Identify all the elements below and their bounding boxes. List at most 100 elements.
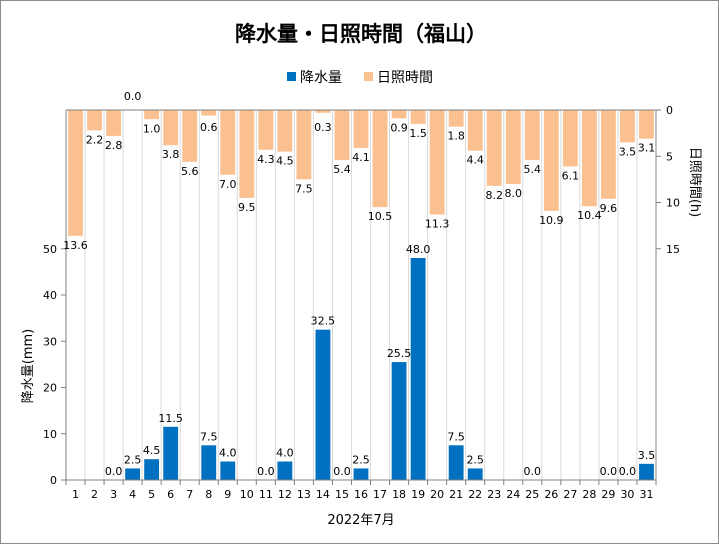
rain-data-label: 0.0 <box>600 465 618 478</box>
x-tick-label: 26 <box>544 488 558 501</box>
sun-bar <box>410 110 426 124</box>
sun-bar <box>106 110 122 136</box>
rain-bars <box>125 258 654 480</box>
sun-data-label: 8.0 <box>505 187 523 200</box>
sun-bar <box>163 110 179 146</box>
rain-data-label: 4.0 <box>276 447 294 460</box>
x-tick-label: 7 <box>186 488 193 501</box>
x-tick-label: 17 <box>373 488 387 501</box>
sun-data-label: 6.1 <box>562 169 580 182</box>
sun-data-label: 9.6 <box>600 202 618 215</box>
sun-data-label: 0.3 <box>314 121 332 134</box>
sun-bar <box>620 110 635 143</box>
axes: 1 2 3 4 5 6 7 8 9 10 11 12 13 14 15 16 17 18 19 20 21 22 23 24 2… <box>43 104 680 501</box>
sun-data-label: 3.1 <box>638 142 656 155</box>
rain-bar <box>125 468 141 480</box>
x-tick-label: 27 <box>563 488 577 501</box>
gridlines <box>84 110 638 480</box>
sun-bar <box>429 110 445 215</box>
sun-bar <box>353 110 369 148</box>
sun-bar <box>391 110 407 119</box>
x-tick-label: 12 <box>278 488 292 501</box>
x-tick-label: 14 <box>316 488 330 501</box>
sun-data-label: 3.5 <box>619 145 637 158</box>
legend-swatch-sun <box>364 72 373 81</box>
right-tick-label: 15 <box>666 243 680 256</box>
sun-bar <box>296 110 312 180</box>
rain-data-label: 0.0 <box>257 465 275 478</box>
rain-data-label: 0.0 <box>333 465 351 478</box>
x-tick-label: 3 <box>110 488 117 501</box>
sun-bar <box>505 110 521 184</box>
rain-bar <box>639 463 654 480</box>
rain-data-label: 11.5 <box>158 412 183 425</box>
sun-data-label: 1.8 <box>447 130 465 143</box>
rain-bar <box>315 329 331 480</box>
sun-bar <box>201 110 217 116</box>
x-tick-label: 18 <box>392 488 406 501</box>
x-tick-label: 19 <box>411 488 425 501</box>
sun-data-label: 5.4 <box>333 163 351 176</box>
rain-data-label: 7.5 <box>447 430 465 443</box>
rain-data-label: 2.5 <box>352 453 370 466</box>
rain-bar <box>391 362 407 480</box>
rain-data-label: 0.0 <box>619 465 637 478</box>
x-tick-label: 30 <box>620 488 634 501</box>
left-tick-label: 20 <box>43 382 57 395</box>
sun-bar <box>239 110 255 198</box>
x-tick-label: 1 <box>72 488 79 501</box>
sun-bar <box>144 110 160 120</box>
rain-data-label: 2.5 <box>124 453 142 466</box>
sun-data-label: 5.4 <box>524 163 542 176</box>
right-tick-label: 10 <box>666 197 680 210</box>
rain-data-label: 2.5 <box>466 453 484 466</box>
chart-title: 降水量・日照時間（福山） <box>235 22 487 46</box>
left-axis-title: 降水量(mm) <box>21 329 36 403</box>
x-tick-label: 15 <box>335 488 349 501</box>
sun-bar <box>220 110 236 175</box>
x-tick-label: 21 <box>449 488 463 501</box>
x-tick-label: 28 <box>582 488 596 501</box>
x-tick-label: 31 <box>639 488 653 501</box>
rain-bar <box>220 461 236 480</box>
sun-bar <box>467 110 483 151</box>
x-tick-label: 4 <box>129 488 136 501</box>
sun-data-label: 3.8 <box>162 148 180 161</box>
sun-bar <box>448 110 464 127</box>
sunshine-bars <box>68 110 654 236</box>
sun-data-label: 8.2 <box>485 189 503 202</box>
rain-data-label: 48.0 <box>406 243 431 256</box>
sun-data-label: 10.9 <box>539 214 564 227</box>
left-tick-label: 30 <box>43 335 57 348</box>
x-tick-label: 29 <box>601 488 615 501</box>
sun-data-label: 1.5 <box>409 127 427 140</box>
x-tick-label: 20 <box>430 488 444 501</box>
sun-data-label: 4.3 <box>257 153 275 166</box>
rain-data-label: 4.5 <box>143 444 161 457</box>
sun-bar <box>581 110 597 207</box>
x-tick-label: 5 <box>148 488 155 501</box>
legend: 降水量 日照時間 <box>287 70 433 86</box>
sun-bar <box>182 110 198 162</box>
rain-data-label: 0.0 <box>524 465 542 478</box>
legend-label-rain: 降水量 <box>300 70 342 86</box>
rain-bar <box>410 258 426 480</box>
legend-label-sun: 日照時間 <box>377 70 433 86</box>
sun-bar <box>600 110 616 199</box>
x-tick-label: 8 <box>205 488 212 501</box>
x-tick-label: 10 <box>240 488 254 501</box>
right-tick-label: 0 <box>666 104 673 117</box>
sun-data-label: 7.5 <box>295 182 313 195</box>
rain-bar <box>448 445 464 480</box>
sun-data-label: 10.4 <box>577 209 602 222</box>
sun-data-label: 7.0 <box>219 178 237 191</box>
sun-data-label: 1.0 <box>143 122 161 135</box>
sun-bar <box>486 110 502 186</box>
rain-data-label: 25.5 <box>387 347 412 360</box>
sun-bar <box>87 110 102 131</box>
data-labels: 13.62.2 2.80.01.03.85.60.67.09.54.3 4.57.5… <box>63 90 655 478</box>
sun-data-label: 0.9 <box>390 121 408 134</box>
rain-bar <box>277 461 293 480</box>
legend-swatch-rain <box>287 72 296 81</box>
